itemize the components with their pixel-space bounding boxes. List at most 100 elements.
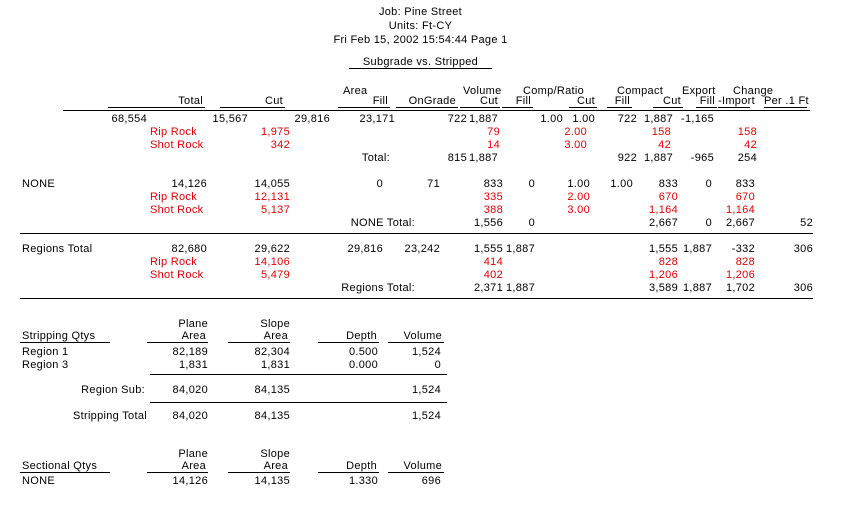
group-change: Change	[733, 85, 774, 97]
s2-rip-import: 670	[735, 191, 755, 203]
stripping-total-plane: 84,020	[172, 410, 208, 422]
group-compact: Compact	[617, 85, 664, 97]
regions-total-row: Regions Total 82,680 29,622 29,816 23,24…	[0, 243, 841, 255]
date-page-line: Fri Feb 15, 2002 15:54:44 Page 1	[333, 34, 508, 46]
s3-rip-import: 828	[735, 256, 755, 268]
s1-cfill: 1.00	[572, 113, 595, 125]
sectional-none-name: NONE	[22, 475, 55, 487]
s1-rip-ccut: 2.00	[564, 126, 587, 138]
s2-shot-cut: 5,137	[260, 204, 290, 216]
s2-fill: 0	[376, 178, 383, 190]
stripping-sub-rule-top	[150, 374, 447, 375]
col-compact-fill: Fill	[696, 96, 717, 108]
s1-kcut: 722	[617, 113, 637, 125]
section3-shot-rock-row: Shot Rock 5,479 402 1,206 1,206	[0, 269, 841, 281]
stripping-header-row: Stripping Qtys Area Area Depth Volume	[0, 331, 841, 343]
section2-rip-rock-row: Rip Rock 12,131 335 2.00 670 670	[0, 191, 841, 203]
bottom-divider-rule	[20, 298, 813, 299]
section2-row: NONE 14,126 14,055 0 71 833 0 1.00 1.00 …	[0, 178, 841, 190]
sectional-volume-col: Volume	[388, 461, 444, 473]
section3-rip-rock-row: Rip Rock 14,106 414 828 828	[0, 256, 841, 268]
stripping-region3-depth: 0.000	[348, 359, 378, 371]
s2-total-per: 52	[800, 217, 813, 229]
col-comp-fill: Fill	[607, 96, 632, 108]
s3-region-name: Regions Total	[22, 243, 93, 255]
col-compact-cut: Cut	[653, 96, 683, 108]
s1-fill: 29,816	[294, 113, 330, 125]
s3-import: -332	[731, 243, 755, 255]
s1-total-vcut: 815	[447, 152, 467, 164]
s1-kfill: 1,887	[643, 113, 673, 125]
rip-rock-label: Rip Rock	[150, 126, 198, 138]
s3-kfill: 1,887	[682, 243, 712, 255]
section1-row: 68,554 15,567 29,816 23,171 722 1,887 1.…	[0, 113, 841, 125]
s2-vcut: 833	[483, 178, 503, 190]
s1-vcut: 722	[447, 113, 467, 125]
section1-shot-rock-row: Shot Rock 342 14 3.00 42 42	[0, 139, 841, 151]
report-title: Subgrade vs. Stripped	[348, 56, 493, 69]
region-sub-label: Region Sub:	[81, 384, 145, 396]
s1-shot-kcut: 42	[658, 139, 671, 151]
col-change-per: Per .1 Ft	[764, 95, 809, 108]
s1-rip-vcut: 79	[487, 126, 500, 138]
report-title-wrap: Subgrade vs. Stripped	[0, 56, 841, 69]
s2-kfill: 0	[705, 178, 712, 190]
s2-shot-ccut: 3.00	[567, 204, 590, 216]
col-volume-cut: Cut	[460, 96, 500, 108]
shot-rock-label: Shot Rock	[150, 269, 204, 281]
sectional-none-depth: 1.330	[348, 475, 378, 487]
s2-total-vcut: 1,556	[473, 217, 503, 229]
s3-shot-vcut: 402	[483, 269, 503, 281]
stripping-plane-area-col: Area	[147, 331, 208, 343]
s1-total-kcut: 922	[617, 152, 637, 164]
stripping-total-slope: 84,135	[254, 410, 290, 422]
shot-rock-label: Shot Rock	[150, 204, 204, 216]
s2-vfill: 0	[528, 178, 535, 190]
s3-per: 306	[793, 243, 813, 255]
stripping-total-row: Stripping Total 84,020 84,135 1,524	[0, 410, 841, 422]
s1-total-per: 254	[737, 152, 757, 164]
s3-total-vfill: 1,887	[505, 282, 535, 294]
s3-rip-cut: 14,106	[254, 256, 290, 268]
stripping-plane-label: Plane	[178, 318, 208, 330]
s2-total-kcut: 2,667	[648, 217, 678, 229]
header-rule	[63, 110, 810, 111]
s2-total-kfill: 0	[705, 217, 712, 229]
section2-shot-rock-row: Shot Rock 5,137 388 3.00 1,164 1,164	[0, 204, 841, 216]
s2-total-import: 2,667	[725, 217, 755, 229]
s1-rip-kcut: 158	[651, 126, 671, 138]
section-divider-rule	[20, 233, 813, 234]
s3-cut: 29,622	[254, 243, 290, 255]
s2-total-label: NONE Total:	[350, 217, 415, 229]
s1-total-import: -965	[690, 152, 714, 164]
stripping-region3-slope: 1,831	[260, 359, 290, 371]
stripping-region3-volume: 0	[434, 359, 441, 371]
col-cut: Cut	[220, 96, 285, 108]
stripping-region1-slope: 82,304	[254, 346, 290, 358]
s3-vfill: 1,887	[505, 243, 535, 255]
s3-total-vcut: 2,371	[473, 282, 503, 294]
s1-total-label: Total:	[361, 152, 390, 164]
s1-ccut: 1.00	[540, 113, 563, 125]
s2-rip-ccut: 2.00	[567, 191, 590, 203]
stripping-total-label: Stripping Total	[72, 410, 147, 422]
rip-rock-label: Rip Rock	[150, 191, 198, 203]
s3-total-kfill: 1,887	[682, 282, 712, 294]
sectional-depth-col: Depth	[318, 461, 379, 473]
stripping-sub-row: Region Sub: 84,020 84,135 1,524	[0, 384, 841, 396]
stripping-region1-plane: 82,189	[172, 346, 208, 358]
s2-shot-import: 1,164	[725, 204, 755, 216]
s3-shot-import: 1,206	[725, 269, 755, 281]
s3-total-label: Regions Total:	[341, 282, 415, 294]
s3-total-kcut: 3,589	[648, 282, 678, 294]
col-area-fill: Fill	[338, 96, 390, 108]
col-volume-fill: Fill	[502, 96, 533, 108]
s1-shot-ccut: 3.00	[564, 139, 587, 151]
s3-vcut: 1,555	[473, 243, 503, 255]
s2-cut: 14,055	[254, 178, 290, 190]
column-header-row: Total Cut Fill OnGrade Cut Fill Cut Fill…	[0, 96, 841, 108]
s1-total-vfill: 1,887	[468, 152, 498, 164]
s3-total: 82,680	[171, 243, 207, 255]
sectional-none-row: NONE 14,126 14,135 1.330 696	[0, 475, 841, 487]
s3-ongrade: 23,242	[404, 243, 440, 255]
